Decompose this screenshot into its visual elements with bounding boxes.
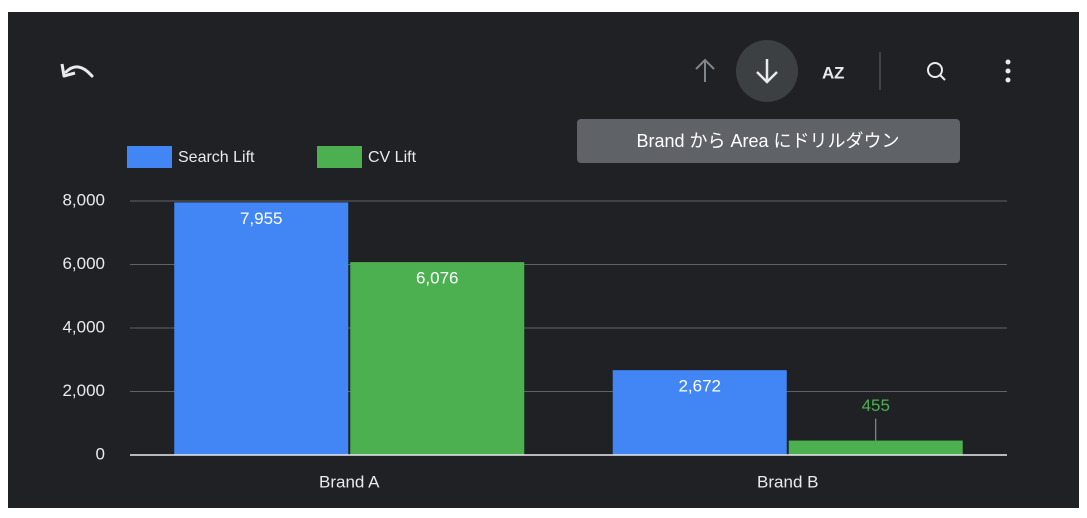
- x-tick-label: Brand B: [757, 472, 818, 491]
- value-label: 455: [862, 396, 890, 415]
- tooltip-box: [577, 119, 960, 163]
- tooltip: Brand から Area にドリルダウン: [636, 131, 899, 151]
- bar: [350, 262, 525, 455]
- legend-label: CV Lift: [368, 149, 417, 166]
- value-label: 6,076: [416, 269, 459, 288]
- sort-icon: A: [822, 63, 834, 82]
- sort-button[interactable]: A Z: [822, 63, 844, 82]
- y-tick-label: 8,000: [62, 190, 105, 209]
- y-tick-label: 2,000: [62, 381, 105, 400]
- legend-label: Search Lift: [178, 149, 255, 166]
- y-tick-label: 6,000: [62, 254, 105, 273]
- panel: [8, 12, 1079, 508]
- legend-swatch: [127, 146, 172, 168]
- value-label: 7,955: [240, 209, 283, 228]
- explore-button[interactable]: [927, 62, 946, 81]
- bar: [612, 370, 787, 455]
- value-label: 2,672: [678, 377, 721, 396]
- y-tick-label: 0: [96, 444, 105, 463]
- undo-button[interactable]: [60, 63, 94, 78]
- legend-swatch: [317, 146, 362, 168]
- drill-down-icon: [756, 59, 778, 84]
- more-button[interactable]: [1005, 59, 1011, 83]
- sort-icon: Z: [834, 63, 844, 82]
- bar: [174, 202, 349, 455]
- x-tick-label: Brand A: [319, 472, 380, 491]
- drill-up-button[interactable]: [695, 58, 715, 82]
- bar: [788, 440, 963, 455]
- y-tick-label: 4,000: [62, 317, 105, 336]
